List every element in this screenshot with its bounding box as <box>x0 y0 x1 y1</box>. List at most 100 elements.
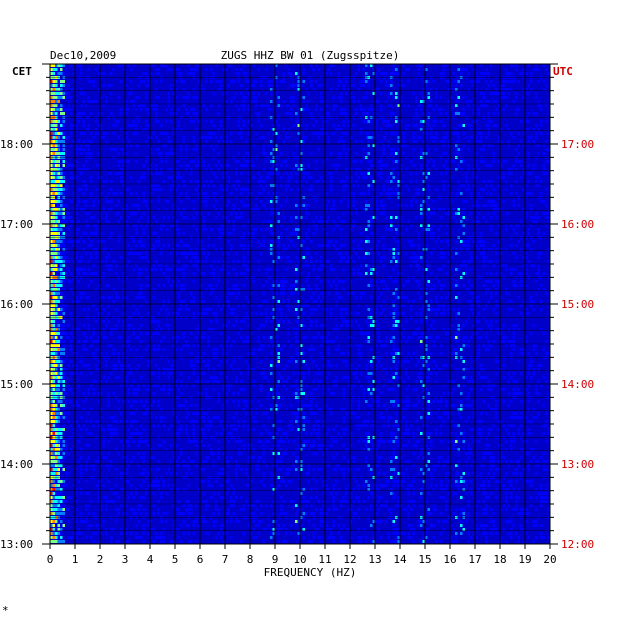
spectrogram-cell <box>427 264 430 267</box>
spectrogram-cell <box>337 224 340 227</box>
spectrogram-cell <box>245 264 248 267</box>
spectrogram-cell <box>292 292 295 295</box>
spectrogram-cell <box>57 168 60 171</box>
spectrogram-cell <box>55 220 58 223</box>
spectrogram-cell <box>467 368 470 371</box>
spectrogram-cell <box>160 308 163 311</box>
spectrogram-cell <box>475 160 478 163</box>
spectrogram-cell <box>192 148 195 151</box>
spectrogram-cell <box>497 160 500 163</box>
spectrogram-cell <box>242 96 245 99</box>
spectrogram-cell <box>100 332 103 335</box>
spectrogram-cell <box>445 364 448 367</box>
spectrogram-cell <box>77 112 80 115</box>
spectrogram-cell <box>305 216 308 219</box>
spectrogram-cell <box>425 336 428 339</box>
spectrogram-cell <box>145 388 148 391</box>
spectrogram-cell <box>160 152 163 155</box>
spectrogram-cell <box>462 96 465 99</box>
spectrogram-cell <box>97 152 100 155</box>
spectrogram-cell <box>495 292 498 295</box>
spectrogram-cell <box>120 112 123 115</box>
spectrogram-cell <box>395 320 398 323</box>
spectrogram-cell <box>390 180 393 183</box>
spectrogram-cell <box>522 172 525 175</box>
spectrogram-cell <box>92 264 95 267</box>
spectrogram-cell <box>372 216 375 219</box>
spectrogram-cell <box>227 220 230 223</box>
spectrogram-cell <box>347 124 350 127</box>
spectrogram-cell <box>52 332 55 335</box>
spectrogram-cell <box>372 180 375 183</box>
spectrogram-cell <box>140 108 143 111</box>
spectrogram-cell <box>262 324 265 327</box>
spectrogram-cell <box>105 260 108 263</box>
spectrogram-cell <box>405 320 408 323</box>
spectrogram-cell <box>127 340 130 343</box>
spectrogram-cell <box>87 364 90 367</box>
spectrogram-cell <box>57 244 60 247</box>
spectrogram-cell <box>547 72 550 75</box>
spectrogram-cell <box>235 320 238 323</box>
spectrogram-cell <box>295 256 298 259</box>
spectrogram-cell <box>332 208 335 211</box>
spectrogram-cell <box>52 228 55 231</box>
spectrogram-cell <box>452 72 455 75</box>
spectrogram-cell <box>62 124 65 127</box>
spectrogram-cell <box>427 188 430 191</box>
spectrogram-cell <box>167 372 170 375</box>
spectrogram-cell <box>305 212 308 215</box>
spectrogram-cell <box>215 216 218 219</box>
spectrogram-cell <box>510 168 513 171</box>
spectrogram-cell <box>380 80 383 83</box>
spectrogram-cell <box>342 360 345 363</box>
spectrogram-cell <box>165 324 168 327</box>
spectrogram-cell <box>547 132 550 135</box>
spectrogram-cell <box>392 292 395 295</box>
spectrogram-cell <box>180 300 183 303</box>
spectrogram-cell <box>310 256 313 259</box>
spectrogram-cell <box>190 248 193 251</box>
spectrogram-cell <box>280 184 283 187</box>
spectrogram-cell <box>147 284 150 287</box>
spectrogram-cell <box>150 268 153 271</box>
spectrogram-cell <box>232 260 235 263</box>
spectrogram-cell <box>87 368 90 371</box>
spectrogram-cell <box>157 120 160 123</box>
spectrogram-cell <box>490 144 493 147</box>
spectrogram-cell <box>512 332 515 335</box>
spectrogram-cell <box>305 136 308 139</box>
spectrogram-cell <box>350 384 353 387</box>
spectrogram-cell <box>82 308 85 311</box>
spectrogram-cell <box>130 176 133 179</box>
spectrogram-cell <box>60 84 63 87</box>
spectrogram-cell <box>295 72 298 75</box>
spectrogram-cell <box>140 292 143 295</box>
spectrogram-cell <box>192 216 195 219</box>
spectrogram-cell <box>142 176 145 179</box>
spectrogram-cell <box>472 312 475 315</box>
spectrogram-cell <box>330 176 333 179</box>
spectrogram-cell <box>385 216 388 219</box>
spectrogram-cell <box>55 188 58 191</box>
spectrogram-cell <box>157 188 160 191</box>
spectrogram-cell <box>137 296 140 299</box>
spectrogram-cell <box>112 68 115 71</box>
spectrogram-cell <box>195 148 198 151</box>
spectrogram-cell <box>527 128 530 131</box>
spectrogram-cell <box>500 176 503 179</box>
spectrogram-cell <box>425 80 428 83</box>
spectrogram-cell <box>60 296 63 299</box>
spectrogram-cell <box>52 380 55 383</box>
spectrogram-cell <box>242 72 245 75</box>
spectrogram-cell <box>420 380 423 383</box>
spectrogram-cell <box>57 288 60 291</box>
spectrogram-cell <box>287 176 290 179</box>
spectrogram-cell <box>537 184 540 187</box>
spectrogram-cell <box>167 360 170 363</box>
spectrogram-cell <box>375 88 378 91</box>
spectrogram-cell <box>242 260 245 263</box>
spectrogram-cell <box>530 364 533 367</box>
spectrogram-cell <box>265 152 268 155</box>
spectrogram-cell <box>157 140 160 143</box>
